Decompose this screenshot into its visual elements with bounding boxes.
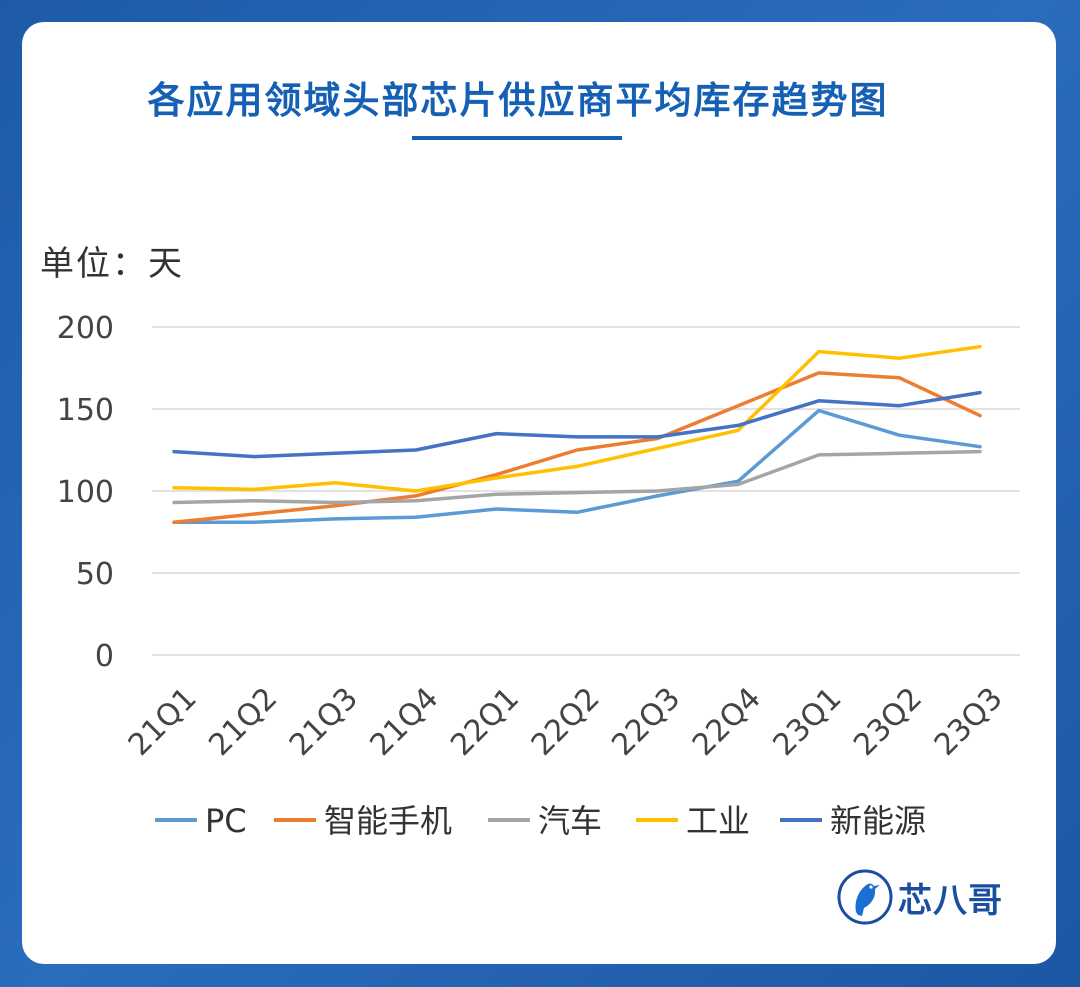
x-tick-label: 23Q2 <box>847 681 929 763</box>
y-tick-label: 150 <box>57 393 114 428</box>
x-tick-label: 21Q1 <box>122 681 204 763</box>
brand-name: 芯八哥 <box>898 880 1003 921</box>
y-tick-label: 0 <box>95 639 114 674</box>
legend-label: 工业 <box>686 802 750 840</box>
series-line-1 <box>172 371 982 524</box>
x-tick-label: 22Q4 <box>686 681 768 763</box>
series-lines <box>172 344 982 524</box>
x-tick-label: 23Q1 <box>767 681 849 763</box>
x-tick-labels: 21Q121Q221Q321Q422Q122Q222Q322Q423Q123Q2… <box>122 681 1010 763</box>
y-tick-label: 50 <box>76 557 114 592</box>
series-line-3 <box>172 344 982 493</box>
y-tick-labels: 0 50 100 150 200 <box>57 311 114 674</box>
chart-title: 各应用领域头部芯片供应商平均库存趋势图 <box>147 79 889 122</box>
series-line-4 <box>172 390 982 459</box>
legend-label: 智能手机 <box>324 802 452 840</box>
y-tick-label: 100 <box>57 475 114 510</box>
x-tick-label: 21Q4 <box>364 681 446 763</box>
x-tick-label: 23Q3 <box>928 681 1010 763</box>
x-tick-label: 21Q2 <box>202 681 284 763</box>
brand-logo: 芯八哥 <box>836 868 1003 926</box>
bird-logo-icon <box>837 869 893 925</box>
title-underline <box>412 136 622 140</box>
x-tick-label: 22Q2 <box>525 681 607 763</box>
x-tick-label: 22Q1 <box>444 681 526 763</box>
series-line-0 <box>172 408 982 524</box>
legend-label: 新能源 <box>830 802 926 840</box>
legend-label: PC <box>205 802 247 840</box>
x-tick-label: 22Q3 <box>605 681 687 763</box>
x-tick-label: 21Q3 <box>283 681 365 763</box>
legend: PC 智能手机 汽车 工业 新能源 <box>155 802 926 840</box>
unit-label: 单位：天 <box>40 244 184 284</box>
series-line-2 <box>172 449 982 505</box>
legend-label: 汽车 <box>538 802 602 840</box>
y-tick-label: 200 <box>57 311 114 346</box>
